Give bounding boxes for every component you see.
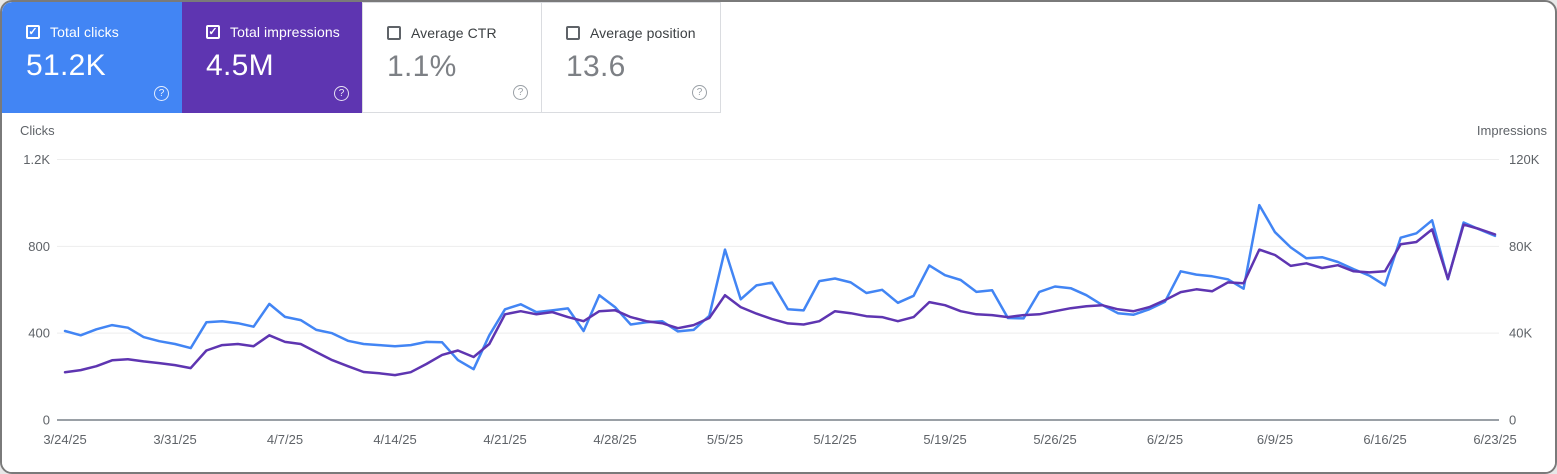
x-axis-date-label: 5/26/25	[1033, 432, 1076, 447]
x-axis-date-label: 4/21/25	[483, 432, 526, 447]
x-axis-date-label: 5/12/25	[813, 432, 856, 447]
left-axis-tick: 0	[43, 413, 50, 428]
x-axis-date-label: 6/23/25	[1473, 432, 1516, 447]
right-axis-tick: 0	[1509, 413, 1516, 428]
x-axis-date-label: 6/9/25	[1257, 432, 1293, 447]
metric-card-average-ctr[interactable]: Average CTR 1.1% ?	[362, 2, 542, 113]
metric-label: Average CTR	[411, 25, 497, 41]
performance-chart-area: 1.2K 120K 800 80K 400 40K 0 0 Clicks Impressions 3…	[2, 113, 1555, 472]
series-line-clicks	[63, 203, 1497, 371]
x-axis-date-label: 6/16/25	[1363, 432, 1406, 447]
x-axis-date-label: 4/28/25	[593, 432, 636, 447]
metric-cards-row: ✓ Total clicks 51.2K ? ✓ Total impressio…	[2, 2, 1555, 113]
help-icon[interactable]: ?	[692, 85, 707, 100]
metric-value: 1.1%	[387, 50, 457, 83]
x-axis-date-label: 4/14/25	[373, 432, 416, 447]
x-axis-date-label: 5/5/25	[707, 432, 743, 447]
x-axis-date-label: 3/24/25	[43, 432, 86, 447]
left-axis-tick: 800	[28, 239, 50, 254]
right-axis-tick: 80K	[1509, 239, 1532, 254]
card-header: Average position	[566, 25, 720, 41]
left-axis-tick: 1.2K	[23, 152, 50, 167]
card-header: ✓ Total clicks	[26, 24, 182, 40]
metric-card-total-clicks[interactable]: ✓ Total clicks 51.2K ?	[2, 2, 182, 113]
checkbox-checked-icon[interactable]: ✓	[26, 25, 40, 39]
metric-card-total-impressions[interactable]: ✓ Total impressions 4.5M ?	[182, 2, 362, 113]
metric-value: 4.5M	[206, 49, 274, 82]
right-axis-tick: 120K	[1509, 152, 1540, 167]
metric-label: Total clicks	[50, 24, 119, 40]
checkbox-unchecked-icon[interactable]	[566, 26, 580, 40]
series-line-impressions	[63, 223, 1497, 377]
metric-value: 51.2K	[26, 49, 106, 82]
metric-card-average-position[interactable]: Average position 13.6 ?	[541, 2, 721, 113]
x-axis-date-label: 5/19/25	[923, 432, 966, 447]
metric-label: Total impressions	[230, 24, 340, 40]
metric-value: 13.6	[566, 50, 626, 83]
card-header: Average CTR	[387, 25, 541, 41]
help-icon[interactable]: ?	[334, 86, 349, 101]
card-header: ✓ Total impressions	[206, 24, 362, 40]
left-axis-tick: 400	[28, 326, 50, 341]
checkbox-unchecked-icon[interactable]	[387, 26, 401, 40]
help-icon[interactable]: ?	[154, 86, 169, 101]
metric-label: Average position	[590, 25, 696, 41]
x-axis-date-label: 3/31/25	[153, 432, 196, 447]
performance-chart: 1.2K 120K 800 80K 400 40K 0 0 Clicks Impressions 3…	[20, 123, 1548, 447]
right-axis-tick: 40K	[1509, 326, 1532, 341]
right-axis-title: Impressions	[1477, 123, 1548, 138]
x-axis-date-label: 6/2/25	[1147, 432, 1183, 447]
help-icon[interactable]: ?	[513, 85, 528, 100]
checkbox-checked-icon[interactable]: ✓	[206, 25, 220, 39]
x-axis-date-label: 4/7/25	[267, 432, 303, 447]
left-axis-title: Clicks	[20, 123, 55, 138]
